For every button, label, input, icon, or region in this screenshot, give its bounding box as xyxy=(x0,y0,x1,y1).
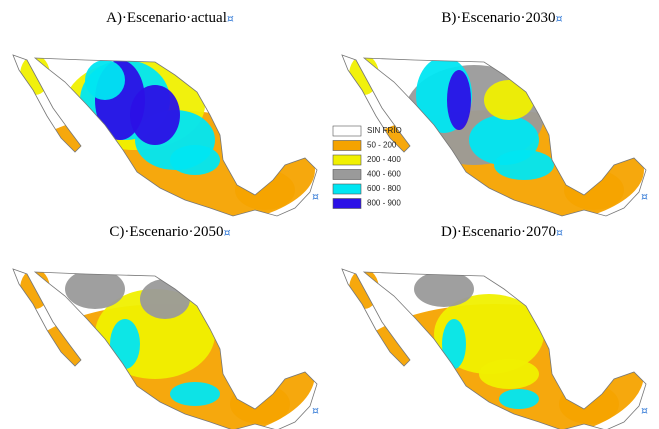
legend-label: 200 - 400 xyxy=(367,155,401,164)
corner-mark: ¤ xyxy=(641,190,648,203)
climate-zone xyxy=(170,145,220,175)
legend-label: 50 - 200 xyxy=(367,141,397,150)
climate-zone xyxy=(110,319,140,369)
map-panel xyxy=(341,268,647,429)
legend-swatch xyxy=(332,198,362,209)
format-mark: ¤ xyxy=(224,226,231,239)
panel-title: A)·Escenario·actual¤ xyxy=(106,10,234,26)
climate-zone xyxy=(130,85,180,145)
map-fill xyxy=(342,269,646,429)
map-panel xyxy=(12,54,318,217)
legend-label: SIN FRÍO xyxy=(367,126,402,135)
climate-zone xyxy=(559,384,619,424)
climate-zone xyxy=(65,269,125,309)
panel-title-text: C)·Escenario·2050 xyxy=(109,224,223,240)
map-fill xyxy=(13,269,317,429)
climate-zone xyxy=(414,271,474,307)
legend-swatch xyxy=(332,183,362,195)
panel-title-text: B)·Escenario·2030 xyxy=(441,10,555,26)
format-mark: ¤ xyxy=(556,12,563,25)
legend-swatch xyxy=(332,125,362,137)
panel-title: D)·Escenario·2070¤ xyxy=(441,224,563,240)
climate-zone xyxy=(447,70,471,130)
climate-zone xyxy=(499,389,539,409)
panel-title: C)·Escenario·2050¤ xyxy=(109,224,230,240)
climate-zone xyxy=(230,384,290,424)
corner-mark: ¤ xyxy=(641,404,648,417)
legend-swatch xyxy=(332,169,362,180)
format-mark: ¤ xyxy=(227,12,234,25)
panel-title-text: D)·Escenario·2070 xyxy=(441,224,556,240)
climate-zone xyxy=(442,319,466,369)
corner-mark: ¤ xyxy=(312,404,319,417)
climate-zone xyxy=(494,150,554,180)
climate-zone xyxy=(479,359,539,389)
panel-title-text: A)·Escenario·actual xyxy=(106,10,227,26)
climate-zone xyxy=(170,382,220,406)
legend: SIN FRÍO 50 - 200 200 - 400 400 - 600 600 - … xyxy=(332,125,402,209)
climate-zone xyxy=(85,60,125,100)
legend-label: 600 - 800 xyxy=(367,184,401,193)
format-mark: ¤ xyxy=(556,226,563,239)
legend-label: 400 - 600 xyxy=(367,170,401,179)
legend-label: 800 - 900 xyxy=(367,199,401,208)
corner-mark: ¤ xyxy=(312,190,319,203)
climate-zone xyxy=(140,279,190,319)
climate-zone xyxy=(484,80,534,120)
panel-title: B)·Escenario·2030¤ xyxy=(441,10,562,26)
map-panel xyxy=(12,268,318,429)
climate-zone xyxy=(235,170,295,210)
legend-swatch xyxy=(332,154,362,166)
climate-zone xyxy=(564,170,624,210)
legend-swatch xyxy=(332,140,362,151)
